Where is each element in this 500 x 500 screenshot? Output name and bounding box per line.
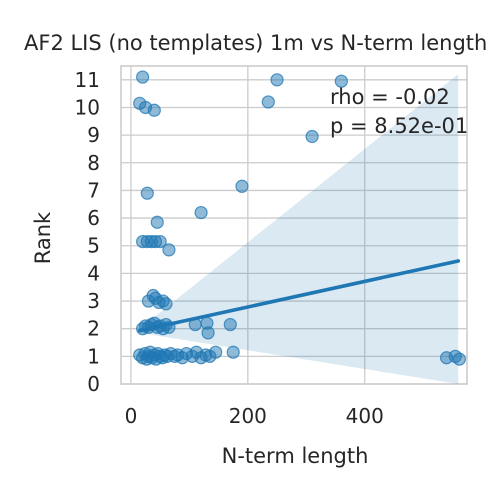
y-tick-label: 1 [87, 344, 100, 368]
y-tick-label: 0 [87, 372, 100, 396]
data-point [159, 297, 173, 311]
data-point [261, 95, 275, 109]
annotation-p: p = 8.52e-01 [330, 114, 468, 138]
confidence-band-area [139, 74, 459, 384]
y-tick-label: 8 [87, 151, 100, 175]
y-tick-label: 2 [87, 317, 100, 341]
x-axis-title: N-term length [222, 444, 369, 468]
x-tick-label: 200 [229, 404, 267, 428]
annotation-rho: rho = -0.02 [330, 85, 450, 109]
data-point [140, 186, 154, 200]
confidence-band [139, 74, 459, 384]
data-point [226, 345, 240, 359]
data-point [201, 326, 215, 340]
plot-area [120, 65, 468, 385]
x-tick-label: 0 [125, 404, 138, 428]
data-point [270, 73, 284, 87]
y-tick-label: 3 [87, 289, 100, 313]
y-tick-label: 9 [87, 123, 100, 147]
x-tick-label: 400 [346, 404, 384, 428]
data-point [305, 129, 319, 144]
y-tick-label: 7 [87, 178, 100, 202]
data-point [153, 234, 167, 249]
chart-title: AF2 LIS (no templates) 1m vs N-term leng… [24, 31, 487, 55]
data-point [136, 70, 150, 84]
data-point [235, 179, 249, 193]
regression-line [137, 259, 461, 333]
data-point [147, 103, 161, 117]
data-point [209, 345, 223, 359]
data-point [334, 74, 348, 88]
y-tick-labels: 0 1 2 3 4 5 6 7 8 9 10 11 [75, 68, 100, 396]
data-points [133, 70, 467, 366]
y-axis-title: Rank [31, 211, 55, 264]
data-point [452, 352, 467, 366]
data-point [194, 205, 208, 220]
regression-line-group [137, 259, 461, 333]
y-tick-label: 11 [75, 68, 100, 92]
y-tick-label: 5 [87, 234, 100, 258]
grid-lines [121, 66, 467, 385]
y-tick-label: 4 [87, 261, 100, 285]
data-point [150, 215, 164, 229]
y-tick-label: 6 [87, 206, 100, 230]
x-tick-labels: 0 200 400 [125, 404, 384, 428]
data-point [162, 243, 176, 257]
y-tick-label: 10 [75, 95, 100, 119]
data-point [223, 317, 237, 332]
